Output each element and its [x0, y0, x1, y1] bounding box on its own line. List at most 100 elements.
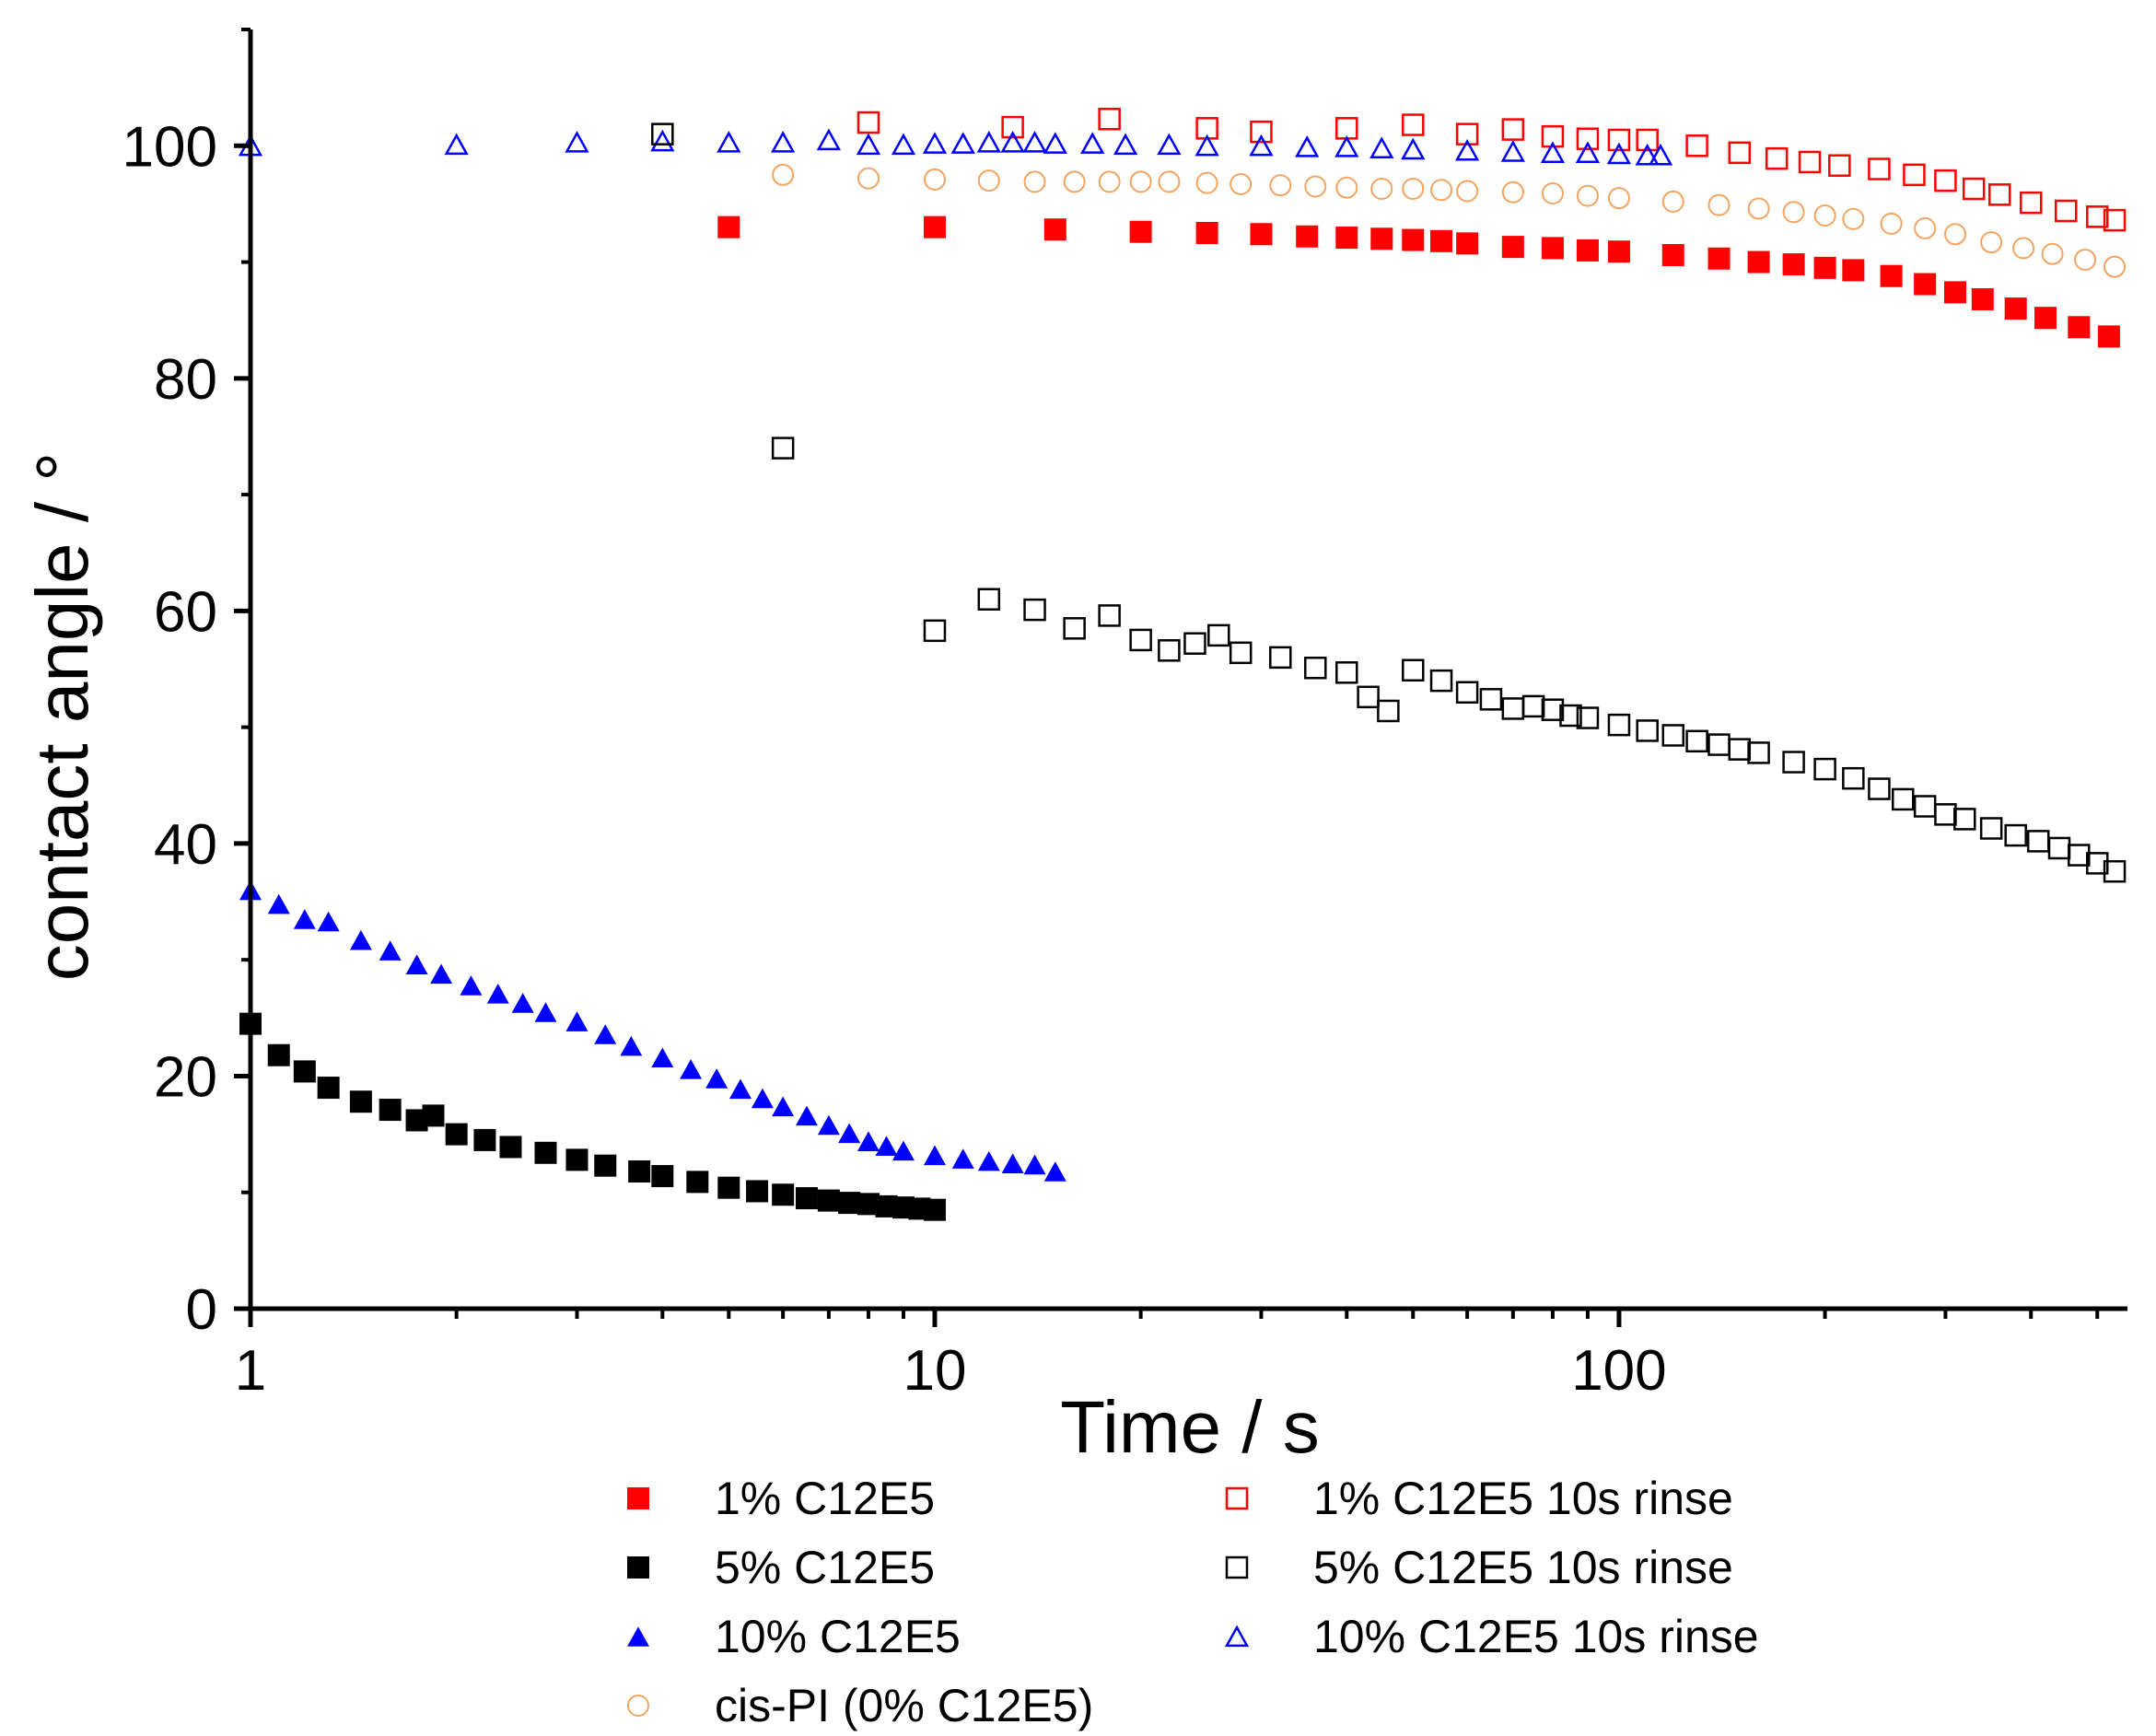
data-point — [445, 1123, 468, 1146]
data-point — [293, 909, 316, 929]
data-point — [1728, 141, 1752, 165]
data-point — [1661, 243, 1684, 266]
legend-label: cis-PI (0% C12E5) — [715, 1680, 1093, 1731]
y-tick-label: 20 — [154, 1045, 217, 1109]
data-point — [1765, 146, 1789, 170]
data-point — [795, 1105, 818, 1126]
series-3 — [239, 1012, 946, 1221]
data-point — [405, 954, 428, 975]
data-point — [1001, 115, 1024, 139]
data-point — [1402, 658, 1425, 682]
legend-label: 10% C12E5 10s rinse — [1313, 1611, 1759, 1662]
legend-marker — [1225, 1555, 1249, 1579]
data-point — [772, 1183, 795, 1206]
data-point — [1334, 135, 1359, 157]
legend-marker — [1225, 1486, 1249, 1510]
data-point — [1842, 766, 1865, 790]
data-point — [1229, 641, 1253, 665]
data-point — [1063, 617, 1086, 640]
data-point — [1575, 141, 1601, 163]
data-point — [1023, 1154, 1046, 1175]
legend-entry: 5% C12E5 10s rinse — [1225, 1542, 1733, 1593]
data-point — [2074, 249, 2097, 272]
data-point — [1195, 221, 1218, 244]
data-point — [1080, 132, 1105, 154]
data-point — [2085, 205, 2109, 228]
data-point — [892, 1140, 915, 1161]
data-point — [620, 1035, 643, 1056]
data-point — [1195, 171, 1218, 194]
data-point — [1335, 176, 1358, 199]
data-point — [293, 1060, 316, 1083]
data-point — [977, 169, 1000, 192]
data-point — [1098, 170, 1121, 193]
data-point — [460, 975, 483, 996]
data-point — [977, 588, 1001, 611]
data-point — [651, 1047, 674, 1068]
series-7 — [772, 163, 2127, 278]
data-point — [1129, 220, 1152, 243]
data-point — [2055, 199, 2078, 223]
data-point — [1661, 724, 1685, 747]
data-point — [267, 893, 290, 915]
data-point — [2085, 852, 2109, 875]
data-point — [923, 168, 946, 191]
legend-label: 1% C12E5 10s rinse — [1313, 1473, 1733, 1524]
data-point — [1455, 681, 1479, 705]
data-point — [1971, 287, 1994, 310]
data-point — [1195, 134, 1219, 157]
data-point — [1207, 623, 1230, 647]
data-point — [1023, 598, 1046, 622]
data-point — [1636, 719, 1659, 742]
data-point — [1249, 134, 1274, 157]
data-point — [594, 1024, 617, 1044]
data-point — [1541, 182, 1564, 205]
data-point — [1685, 134, 1708, 157]
data-point — [977, 1150, 1000, 1171]
data-point — [1540, 141, 1566, 163]
data-point — [1559, 704, 1582, 728]
legend-marker — [627, 1556, 649, 1579]
data-point — [499, 1136, 522, 1159]
data-point — [2041, 242, 2064, 265]
data-point — [2103, 859, 2127, 883]
data-point — [1000, 131, 1025, 153]
data-point — [1269, 174, 1292, 197]
data-point — [1183, 632, 1206, 655]
data-point — [1158, 170, 1181, 193]
data-point — [1430, 179, 1453, 202]
y-tick-label: 0 — [186, 1278, 217, 1342]
data-point — [1501, 118, 1525, 141]
data-point — [1335, 661, 1358, 684]
legend-entry: 10% C12E5 — [627, 1611, 961, 1662]
data-point — [534, 1141, 557, 1164]
series-4 — [651, 122, 2127, 883]
data-point — [680, 1059, 703, 1079]
data-point — [1606, 142, 1632, 165]
data-point — [1798, 150, 1822, 174]
data-point — [1098, 107, 1121, 131]
axes — [248, 29, 2127, 1311]
data-point — [705, 1068, 728, 1089]
data-point — [772, 1096, 795, 1117]
data-point — [2004, 297, 2027, 320]
data-point — [1501, 236, 1524, 259]
data-point — [1842, 207, 1865, 230]
data-point — [651, 122, 674, 146]
data-point — [317, 911, 340, 932]
data-point — [1157, 133, 1182, 156]
data-point — [565, 1011, 589, 1031]
legend-label: 5% C12E5 — [715, 1542, 935, 1593]
data-point — [1456, 180, 1479, 203]
data-point — [717, 1176, 740, 1199]
data-point — [1914, 273, 1937, 296]
data-point — [349, 1090, 372, 1113]
data-point — [1541, 698, 1565, 721]
data-point — [1043, 132, 1067, 154]
data-point — [1782, 751, 1805, 774]
legend-entry: 5% C12E5 — [627, 1542, 935, 1593]
legend-marker — [627, 1626, 649, 1647]
data-point — [1370, 227, 1393, 250]
data-point — [1377, 699, 1400, 723]
